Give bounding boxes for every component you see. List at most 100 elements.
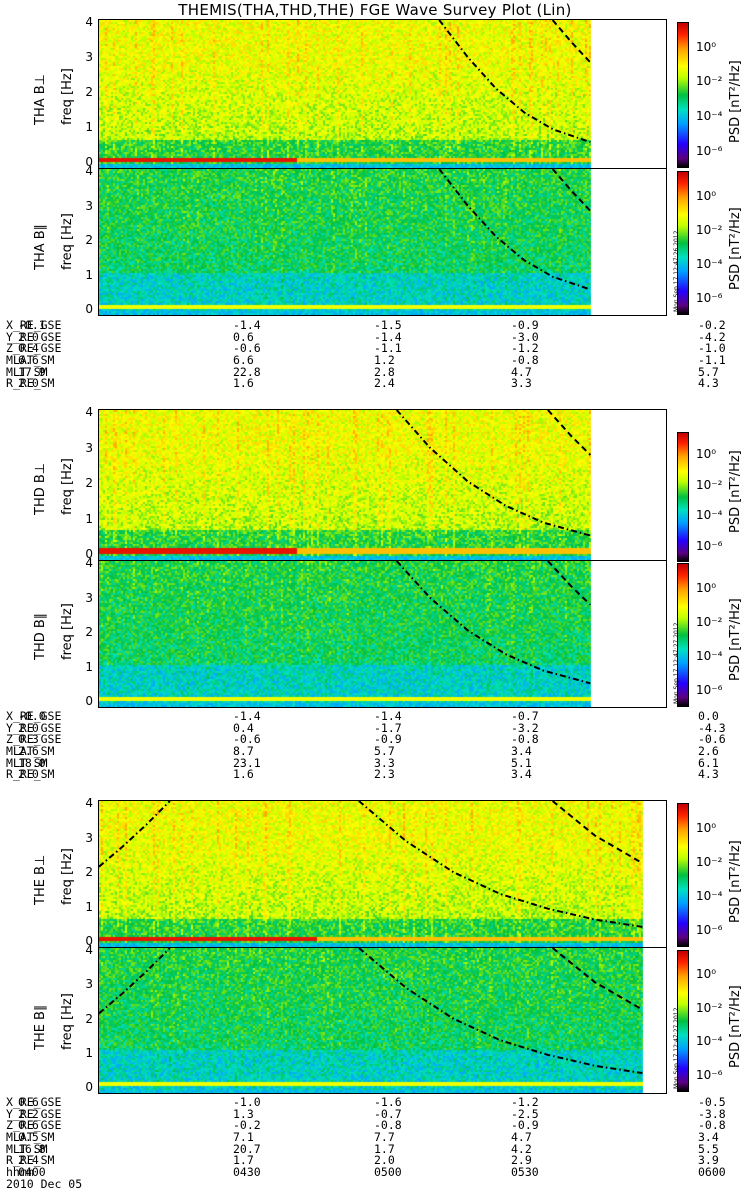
ephemeris-value: 4.3	[698, 376, 719, 391]
ephemeris-value: 6.6	[18, 353, 39, 368]
ephemeris-row: R_RE_SM 2.0 1.6 2.3 3.4 4.3	[6, 769, 746, 781]
ephemeris-value: -3.2	[511, 720, 539, 735]
plot-title: THEMIS(THA,THD,THE) FGE Wave Survey Plot…	[178, 1, 572, 19]
freq-tick-label: 3	[85, 440, 93, 455]
freq-tick-label: 0	[85, 155, 93, 169]
freq-tick-label: 0	[85, 1080, 93, 1094]
colorbar-tick-label: 10⁰	[696, 188, 717, 203]
ephemeris-value: 23.1	[233, 755, 261, 770]
ephemeris-value: 3.4	[511, 744, 532, 759]
freq-tick-label: 1	[85, 659, 93, 674]
ephemeris-value: -0.7	[374, 1106, 402, 1121]
colorbar-tick-label: 10⁻⁶	[696, 539, 723, 554]
ephemeris-value: 0.4	[18, 341, 39, 356]
ephemeris-row: R_RE_SM 2.0 1.6 2.4 3.3 4.3	[6, 378, 746, 390]
freq-tick-label: 2	[85, 233, 93, 247]
curve-overlay	[395, 410, 592, 537]
ephemeris-row: Y_RE_GSE 2.2 1.3 -0.7 -2.5 -3.8	[6, 1106, 746, 1121]
ephemeris-value: 16.8	[18, 1141, 46, 1156]
dash-dot-frequency-curve	[99, 801, 171, 868]
ephemeris-value: 5.7	[374, 744, 395, 759]
ephemeris-value: 7.7	[374, 1130, 395, 1145]
colorbar-tick-label: 10⁰	[696, 447, 717, 462]
ephemeris-value: 2.0	[18, 767, 39, 782]
freq-tick-label: 3	[85, 50, 93, 64]
ephemeris-value: -1.4	[374, 329, 402, 344]
ephemeris-value: -1.4	[233, 318, 261, 332]
colorbar-tick-label: 10⁻²	[696, 854, 723, 869]
date-label: 2010 Dec 05	[6, 1177, 83, 1191]
ephemeris-value: -0.6	[698, 732, 726, 747]
ephemeris-row: X_RE_GSE -0.1 -1.4 -1.5 -0.9 -0.2	[6, 318, 746, 332]
ephemeris-value: 0.6	[233, 329, 254, 344]
spectrogram-panel-tha-par	[98, 168, 667, 316]
ephemeris-value: 17.9	[18, 364, 46, 379]
ephemeris-value: 2.3	[374, 767, 395, 782]
freq-axis-label: freq [Hz]	[60, 213, 75, 270]
ephemeris-value: -1.1	[374, 341, 402, 356]
colorbar-tick-label: 10⁻⁴	[696, 1034, 723, 1049]
ephemeris-value: 0500	[374, 1165, 402, 1180]
colorbar-tick-label: 10⁻²	[696, 222, 723, 237]
colorbar-tick-label: 10⁻²	[696, 477, 723, 492]
ephemeris-value: -3.0	[511, 329, 539, 344]
ephemeris-table-tha: X_RE_GSE -0.1 -1.4 -1.5 -0.9 -0.2 Y_RE_GSE 2.0 0…	[6, 318, 746, 390]
ephemeris-value: -0.8	[511, 732, 539, 747]
ephemeris-value: -0.8	[374, 1118, 402, 1133]
ephemeris-row: Z_RE_GSE 0.3 -0.6 -0.9 -0.8 -0.6	[6, 734, 746, 746]
freq-axis-label: freq [Hz]	[60, 68, 75, 125]
freq-tick-label: 3	[85, 830, 93, 845]
ephemeris-value: -0.9	[511, 1118, 539, 1133]
ephemeris-value: -0.6	[233, 732, 261, 747]
ephemeris-value: -0.2	[233, 1118, 261, 1133]
colorbar-label: PSD [nT²/Hz]	[728, 207, 743, 290]
ephemeris-value: -2.5	[511, 1106, 539, 1121]
ephemeris-value: 18.0	[18, 755, 46, 770]
panel-label-tha-par: THA B∥	[33, 223, 48, 270]
colorbar-tick-label: 10⁻⁴	[696, 256, 723, 271]
colorbar-tick-label: 10⁰	[696, 967, 717, 982]
ephemeris-row: Y_RE_GSE 2.0 0.6 -1.4 -3.0 -4.2	[6, 329, 746, 344]
freq-tick-label: 2	[85, 865, 93, 879]
colorbar-tick-label: 10⁻⁶	[696, 143, 723, 158]
ephemeris-value: 4.3	[698, 767, 719, 782]
spectrogram-image	[99, 801, 666, 947]
ephemeris-value: -1.4	[374, 709, 402, 723]
ephemeris-row: Z_RE_GSE 0.6 -0.2 -0.8 -0.9 -0.8	[6, 1120, 746, 1132]
dashed-frequency-curve	[551, 801, 643, 864]
colorbar-tick-label: 10⁻⁴	[696, 648, 723, 663]
ephemeris-row-name: MLAT_SM	[6, 1130, 55, 1145]
colorbar-tick-label: 10⁰	[696, 39, 717, 54]
ephemeris-value: 4.7	[511, 1130, 532, 1145]
ephemeris-row: MLAT_SM 0.5 7.1 7.7 4.7 3.4	[6, 1130, 746, 1145]
ephemeris-value: 2.0	[374, 1153, 395, 1168]
ephemeris-value: 4.2	[511, 1141, 532, 1156]
panel-label-the-perp: THE B⊥	[33, 854, 48, 905]
ephemeris-value: 8.7	[233, 744, 254, 759]
colorbar	[677, 803, 689, 947]
ephemeris-value: 20.7	[233, 1141, 261, 1156]
ephemeris-value: 2.6	[18, 744, 39, 759]
spectrogram-panel-the-perp	[98, 800, 667, 948]
ephemeris-row: Y_RE_GSE 2.0 0.4 -1.7 -3.2 -4.3	[6, 720, 746, 735]
ephemeris-value: 2.0	[18, 329, 39, 344]
ephemeris-row-name: X_RE_GSE	[6, 318, 62, 332]
ephemeris-value: 0.6	[18, 1095, 39, 1109]
colorbar-tick-label: 10⁻⁴	[696, 508, 723, 523]
ephemeris-row: MLT_SM 17.9 22.8 2.8 4.7 5.7	[6, 364, 746, 379]
ephemeris-value: -0.5	[698, 1095, 726, 1109]
ephemeris-row-name: X_RE_GSE	[6, 1095, 62, 1109]
colorbar-tick-label: 10⁻⁴	[696, 109, 723, 124]
colorbar	[677, 563, 689, 707]
ephemeris-row-name: Z_RE_GSE	[6, 341, 62, 356]
ephemeris-value: 1.2	[374, 353, 395, 368]
ephemeris-row-name: hhmm	[6, 1165, 34, 1180]
ephemeris-value: 7.1	[233, 1130, 254, 1145]
ephemeris-row: MLT_SM 18.0 23.1 3.3 5.1 6.1	[6, 755, 746, 770]
ephemeris-value: -1.6	[374, 1095, 402, 1109]
ephemeris-value: 1.3	[233, 1106, 254, 1121]
freq-tick-label: 2	[85, 85, 93, 99]
ephemeris-row-name: MLAT_SM	[6, 744, 55, 759]
ephemeris-value: 3.9	[698, 1153, 719, 1168]
dash-dot-frequency-curve	[438, 169, 591, 291]
